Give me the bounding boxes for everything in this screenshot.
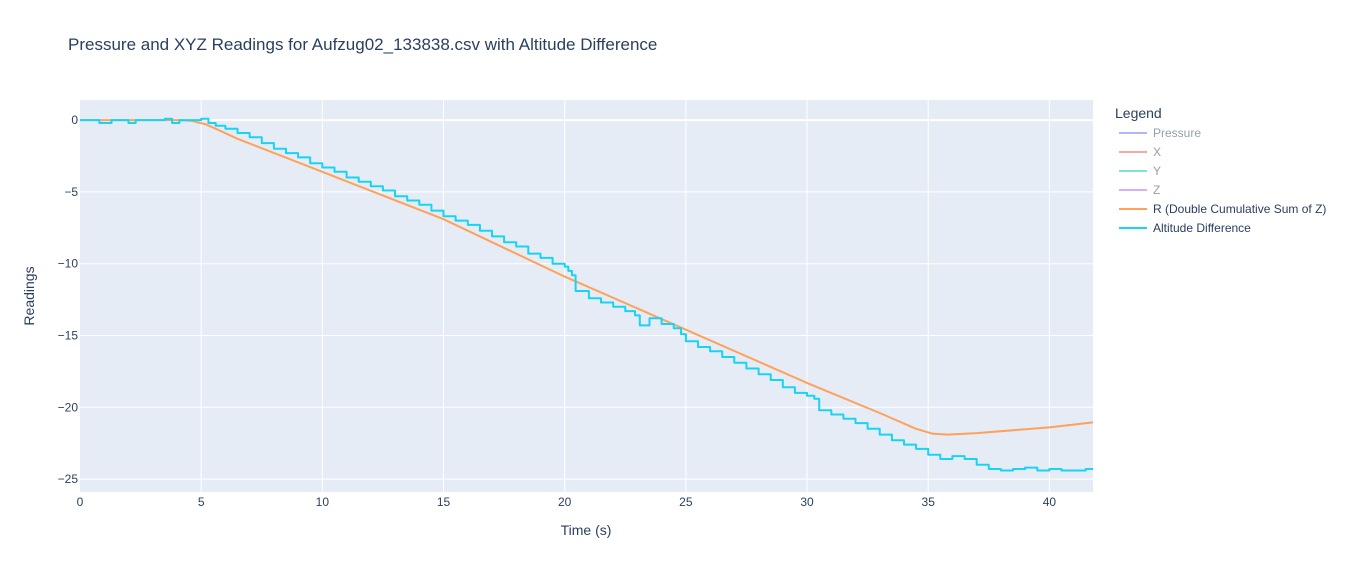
legend-item[interactable]: X [1119, 145, 1161, 159]
legend-label: R (Double Cumulative Sum of Z) [1153, 202, 1326, 216]
legend-label: Altitude Difference [1153, 221, 1251, 235]
y-tick-label: −5 [64, 185, 78, 199]
x-tick-label: 30 [800, 495, 814, 509]
x-tick-label: 25 [679, 495, 693, 509]
legend-label: X [1153, 145, 1161, 159]
legend-item[interactable]: Z [1119, 183, 1160, 197]
series-line-5 [80, 117, 1093, 472]
x-tick-label: 5 [198, 495, 205, 509]
x-tick-label: 0 [77, 495, 84, 509]
legend-label: Pressure [1153, 126, 1201, 140]
chart-title: Pressure and XYZ Readings for Aufzug02_1… [68, 35, 657, 54]
x-axis-ticks: 0 5 10 15 20 25 30 35 40 [77, 495, 1057, 509]
x-tick-label: 10 [316, 495, 330, 509]
legend-label: Z [1153, 183, 1160, 197]
y-tick-label: −15 [58, 328, 79, 342]
x-axis-title: Time (s) [561, 522, 612, 538]
x-tick-label: 15 [437, 495, 451, 509]
y-tick-label: −10 [58, 257, 79, 271]
y-tick-label: 0 [71, 113, 78, 127]
x-tick-label: 40 [1043, 495, 1057, 509]
legend-title: Legend [1115, 105, 1162, 121]
plot-traces [80, 117, 1094, 472]
legend-item[interactable]: Pressure [1119, 126, 1201, 140]
legend-label: Y [1153, 164, 1161, 178]
y-gridlines [80, 119, 1093, 480]
x-tick-label: 35 [922, 495, 936, 509]
plot-area [80, 100, 1093, 492]
legend-item[interactable]: Altitude Difference [1119, 221, 1251, 235]
y-tick-label: −25 [58, 472, 79, 486]
legend-item[interactable]: R (Double Cumulative Sum of Z) [1119, 202, 1326, 216]
legend-item[interactable]: Y [1119, 164, 1161, 178]
y-axis-ticks: 0 −5 −10 −15 −20 −25 [58, 113, 79, 486]
y-axis-title: Readings [21, 266, 37, 325]
legend: Legend Pressure XYZ R (Double Cumulative S… [1115, 105, 1326, 235]
x-tick-label: 20 [558, 495, 572, 509]
y-tick-label: −20 [58, 400, 79, 414]
